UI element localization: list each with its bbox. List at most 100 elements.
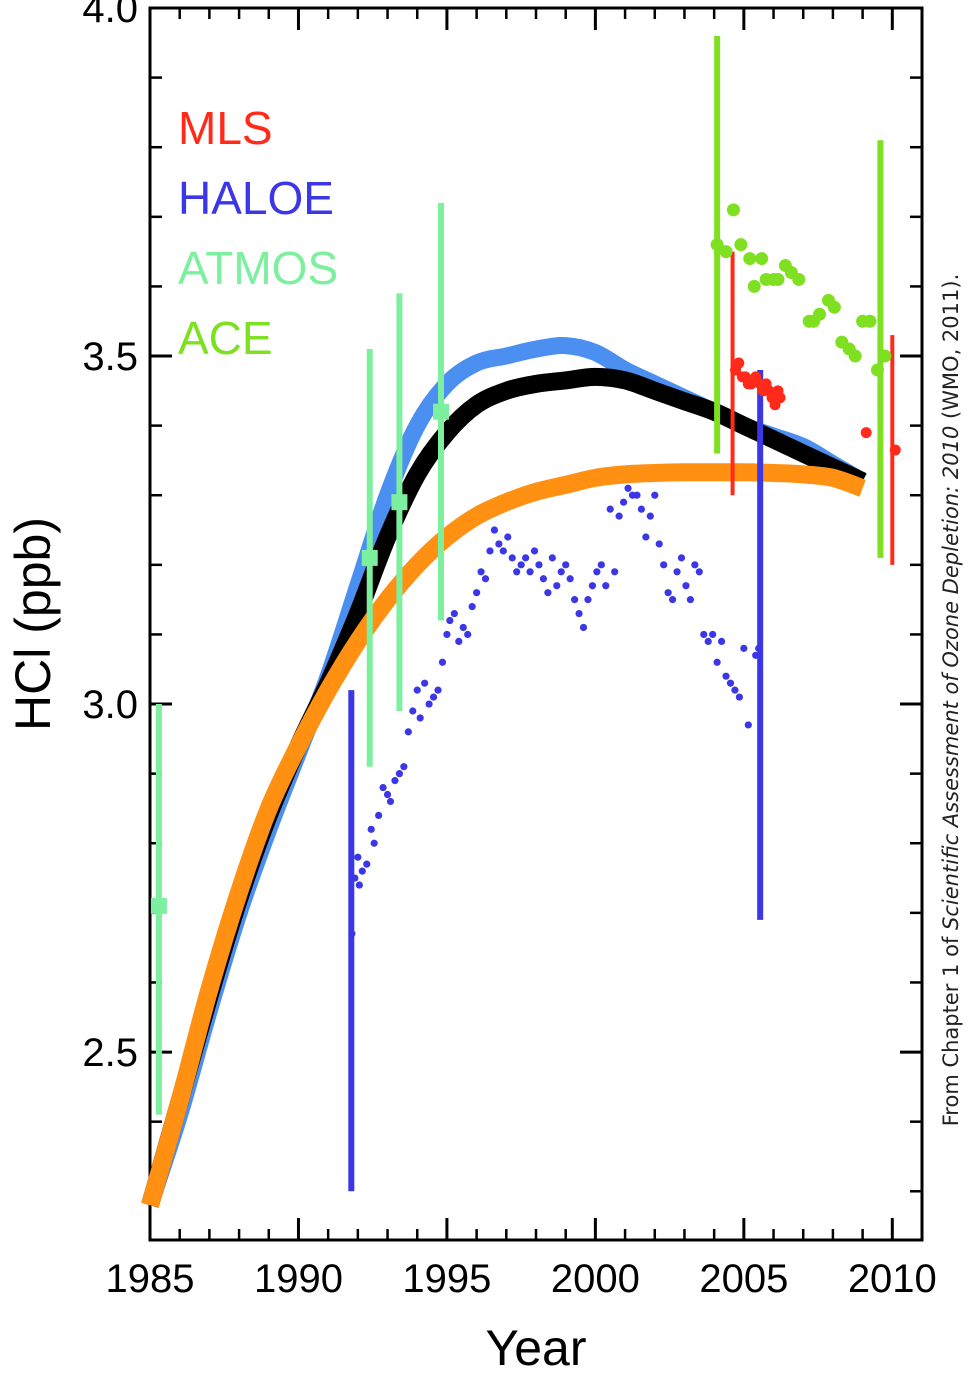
ace-point bbox=[771, 272, 785, 286]
ace-point bbox=[710, 238, 724, 252]
haloe-point bbox=[668, 596, 677, 604]
y-tick-label: 2.5 bbox=[82, 1031, 138, 1075]
haloe-point bbox=[731, 686, 739, 694]
tick-labels: 1985 1990 1995 2000 2005 2010 2.5 3.0 3.5 4.0 bbox=[82, 0, 936, 1301]
haloe-point bbox=[615, 512, 623, 520]
haloe-point bbox=[548, 554, 556, 562]
source-note-prefix: From Chapter 1 of bbox=[939, 930, 963, 1126]
model-curve bbox=[141, 463, 866, 1208]
haloe-point bbox=[446, 616, 454, 625]
x-tick-label: 2005 bbox=[699, 1257, 788, 1301]
mls-point bbox=[774, 392, 786, 404]
haloe-point bbox=[409, 707, 417, 715]
atmos-point bbox=[432, 403, 449, 420]
haloe-point bbox=[700, 630, 708, 639]
haloe-point bbox=[517, 561, 525, 569]
legend-entry-ace: ACE bbox=[178, 312, 273, 364]
haloe-point bbox=[655, 540, 663, 548]
haloe-point bbox=[468, 602, 476, 611]
haloe-point bbox=[637, 505, 646, 513]
haloe-point bbox=[709, 630, 717, 639]
ace-point bbox=[755, 252, 769, 266]
haloe-point bbox=[508, 554, 516, 562]
haloe-point bbox=[557, 568, 565, 576]
haloe-point bbox=[588, 582, 597, 590]
haloe-point bbox=[413, 686, 421, 694]
x-tick-label: 1985 bbox=[106, 1257, 195, 1301]
haloe-point bbox=[363, 860, 371, 868]
haloe-point bbox=[535, 561, 543, 569]
haloe-point bbox=[624, 484, 632, 492]
atmos-point bbox=[150, 897, 167, 914]
x-axis-title: Year bbox=[485, 1320, 586, 1376]
atmos-point bbox=[361, 549, 378, 566]
haloe-point bbox=[391, 777, 399, 785]
ace-point bbox=[719, 245, 733, 259]
ace-point bbox=[792, 272, 806, 286]
haloe-point bbox=[416, 714, 424, 722]
source-note: From Chapter 1 of Scientific Assessment … bbox=[939, 274, 963, 1127]
data-points bbox=[150, 203, 901, 938]
haloe-point bbox=[395, 770, 404, 778]
haloe-point bbox=[434, 686, 442, 694]
ace-point bbox=[813, 307, 827, 321]
haloe-point bbox=[464, 630, 472, 639]
haloe-point bbox=[358, 867, 366, 875]
haloe-point bbox=[677, 554, 686, 562]
haloe-point bbox=[530, 547, 539, 555]
haloe-point bbox=[722, 672, 730, 680]
haloe-point bbox=[443, 630, 451, 639]
haloe-point bbox=[646, 512, 654, 520]
haloe-point bbox=[481, 575, 490, 583]
axis-ticks bbox=[148, 6, 924, 1240]
haloe-point bbox=[351, 874, 359, 882]
haloe-point bbox=[682, 582, 690, 590]
ace-point bbox=[870, 363, 884, 377]
ace-point bbox=[734, 238, 748, 252]
haloe-point bbox=[660, 561, 668, 569]
haloe-point bbox=[602, 582, 610, 590]
haloe-point bbox=[370, 839, 378, 847]
haloe-point bbox=[619, 498, 628, 506]
haloe-point bbox=[490, 526, 499, 534]
haloe-point bbox=[642, 533, 650, 541]
mls-point bbox=[889, 444, 901, 456]
ace-point bbox=[726, 203, 740, 217]
haloe-point bbox=[562, 561, 570, 569]
source-note-italic: Scientific Assessment of Ozone Depletion… bbox=[939, 426, 963, 930]
haloe-point bbox=[421, 679, 429, 687]
haloe-point bbox=[726, 679, 735, 687]
y-tick-label: 4.0 bbox=[82, 0, 138, 31]
haloe-point bbox=[752, 651, 760, 659]
haloe-point bbox=[611, 568, 619, 576]
haloe-point bbox=[740, 644, 748, 652]
haloe-point bbox=[473, 589, 481, 597]
haloe-point bbox=[526, 568, 534, 576]
haloe-point bbox=[386, 797, 395, 806]
haloe-point bbox=[429, 693, 438, 701]
haloe-point bbox=[735, 693, 743, 701]
haloe-point bbox=[571, 596, 579, 604]
haloe-point bbox=[495, 540, 503, 548]
haloe-point bbox=[425, 700, 433, 708]
x-tick-label: 2000 bbox=[551, 1257, 640, 1301]
haloe-point bbox=[553, 582, 561, 590]
ace-point bbox=[743, 252, 757, 266]
ace-point bbox=[863, 314, 877, 328]
haloe-point bbox=[348, 930, 356, 938]
atmos-point bbox=[391, 494, 408, 511]
haloe-point bbox=[455, 637, 463, 646]
haloe-point bbox=[459, 623, 467, 632]
haloe-point bbox=[355, 881, 363, 889]
source-note-suffix: (WMO, 2011). bbox=[939, 274, 963, 426]
haloe-point bbox=[651, 491, 659, 499]
haloe-point bbox=[691, 561, 699, 569]
ace-point bbox=[827, 300, 841, 314]
haloe-point bbox=[379, 783, 387, 792]
haloe-point bbox=[375, 811, 383, 820]
haloe-point bbox=[704, 637, 712, 646]
haloe-point bbox=[673, 568, 681, 576]
ace-point bbox=[747, 279, 761, 293]
haloe-point bbox=[477, 568, 485, 576]
